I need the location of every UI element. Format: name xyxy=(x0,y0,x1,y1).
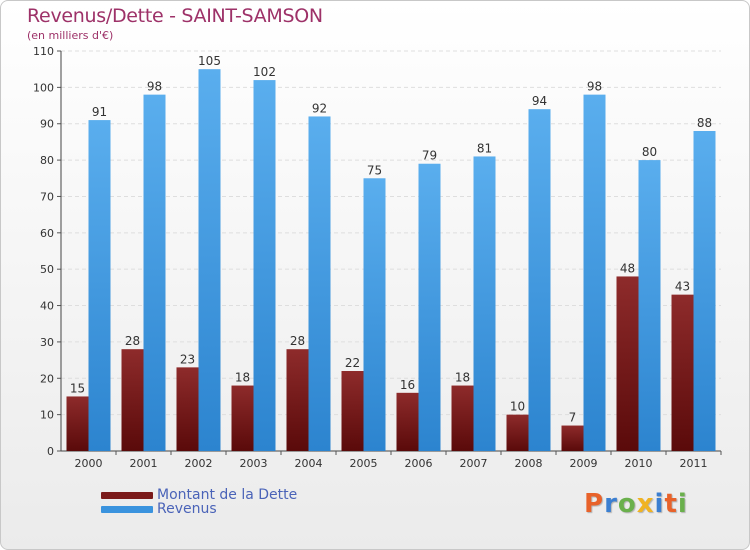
data-label-revenus: 75 xyxy=(367,163,382,177)
bar-dette xyxy=(616,276,639,451)
y-tick-label: 60 xyxy=(40,227,54,240)
bar-revenus xyxy=(363,178,386,452)
y-tick-label: 90 xyxy=(40,118,54,131)
y-tick-label: 10 xyxy=(40,409,54,422)
y-tick-label: 0 xyxy=(47,445,54,458)
data-label-revenus: 98 xyxy=(587,80,602,94)
x-tick-label: 2009 xyxy=(570,457,598,470)
bar-dette xyxy=(341,371,364,451)
data-label-dette: 28 xyxy=(125,334,140,348)
x-tick-label: 2006 xyxy=(405,457,433,470)
y-tick-label: 40 xyxy=(40,300,54,313)
bar-dette xyxy=(176,367,199,451)
data-label-dette: 43 xyxy=(675,280,690,294)
data-label-dette: 18 xyxy=(235,371,250,385)
y-tick-label: 70 xyxy=(40,190,54,203)
y-tick-label: 110 xyxy=(33,45,54,58)
legend-swatch-dette xyxy=(101,491,153,499)
bar-dette xyxy=(451,385,474,451)
data-label-dette: 7 xyxy=(569,411,577,425)
legend-label-revenus: Revenus xyxy=(157,501,217,517)
bar-dette xyxy=(231,385,254,451)
x-tick-label: 2011 xyxy=(680,457,708,470)
bar-revenus xyxy=(693,131,716,451)
bar-revenus xyxy=(638,160,661,451)
data-label-revenus: 102 xyxy=(253,65,276,79)
chart-title: Revenus/Dette - SAINT-SAMSON xyxy=(27,5,323,27)
data-label-dette: 18 xyxy=(455,371,470,385)
x-tick-label: 2004 xyxy=(295,457,323,470)
bar-dette xyxy=(506,414,529,451)
y-tick-label: 100 xyxy=(33,81,54,94)
data-label-dette: 48 xyxy=(620,261,635,275)
data-label-dette: 16 xyxy=(400,378,415,392)
data-label-revenus: 105 xyxy=(198,54,221,68)
proxiti-logo: Proxiti xyxy=(584,489,688,519)
bar-dette xyxy=(66,396,89,451)
x-tick-label: 2001 xyxy=(130,457,158,470)
data-label-revenus: 94 xyxy=(532,94,547,108)
bar-revenus xyxy=(198,69,221,451)
x-tick-label: 2008 xyxy=(515,457,543,470)
data-label-dette: 10 xyxy=(510,400,525,414)
bar-revenus xyxy=(308,116,331,452)
bar-revenus xyxy=(418,163,441,451)
bar-dette xyxy=(121,349,144,451)
data-label-revenus: 80 xyxy=(642,145,657,159)
bar-revenus xyxy=(253,80,276,451)
chart-subtitle: (en milliers d'€) xyxy=(27,29,114,42)
data-label-dette: 15 xyxy=(70,381,85,395)
y-tick-label: 20 xyxy=(40,372,54,385)
x-tick-label: 2010 xyxy=(625,457,653,470)
legend-item-revenus: Revenus xyxy=(101,501,217,517)
data-label-revenus: 98 xyxy=(147,80,162,94)
bar-revenus xyxy=(143,94,166,452)
legend-label-dette: Montant de la Dette xyxy=(157,487,298,503)
x-tick-label: 2002 xyxy=(185,457,213,470)
bar-dette xyxy=(561,425,584,451)
data-label-dette: 23 xyxy=(180,352,195,366)
legend-swatch-revenus xyxy=(101,505,153,513)
bar-revenus xyxy=(473,156,496,452)
y-tick-label: 50 xyxy=(40,263,54,276)
bar-dette xyxy=(286,349,309,451)
legend-item-dette: Montant de la Dette xyxy=(101,487,298,503)
bar-revenus xyxy=(528,109,551,451)
data-label-revenus: 79 xyxy=(422,149,437,163)
x-tick-label: 2003 xyxy=(240,457,268,470)
bar-revenus xyxy=(88,120,111,451)
bar-dette xyxy=(396,392,419,451)
x-tick-label: 2007 xyxy=(460,457,488,470)
data-label-revenus: 91 xyxy=(92,105,107,119)
data-label-revenus: 92 xyxy=(312,101,327,115)
x-tick-label: 2000 xyxy=(75,457,103,470)
data-label-revenus: 81 xyxy=(477,141,492,155)
bar-revenus xyxy=(583,94,606,452)
y-tick-label: 80 xyxy=(40,154,54,167)
bar-dette xyxy=(671,294,694,451)
x-tick-label: 2005 xyxy=(350,457,378,470)
data-label-dette: 28 xyxy=(290,334,305,348)
y-tick-label: 30 xyxy=(40,336,54,349)
data-label-dette: 22 xyxy=(345,356,360,370)
data-label-revenus: 88 xyxy=(697,116,712,130)
